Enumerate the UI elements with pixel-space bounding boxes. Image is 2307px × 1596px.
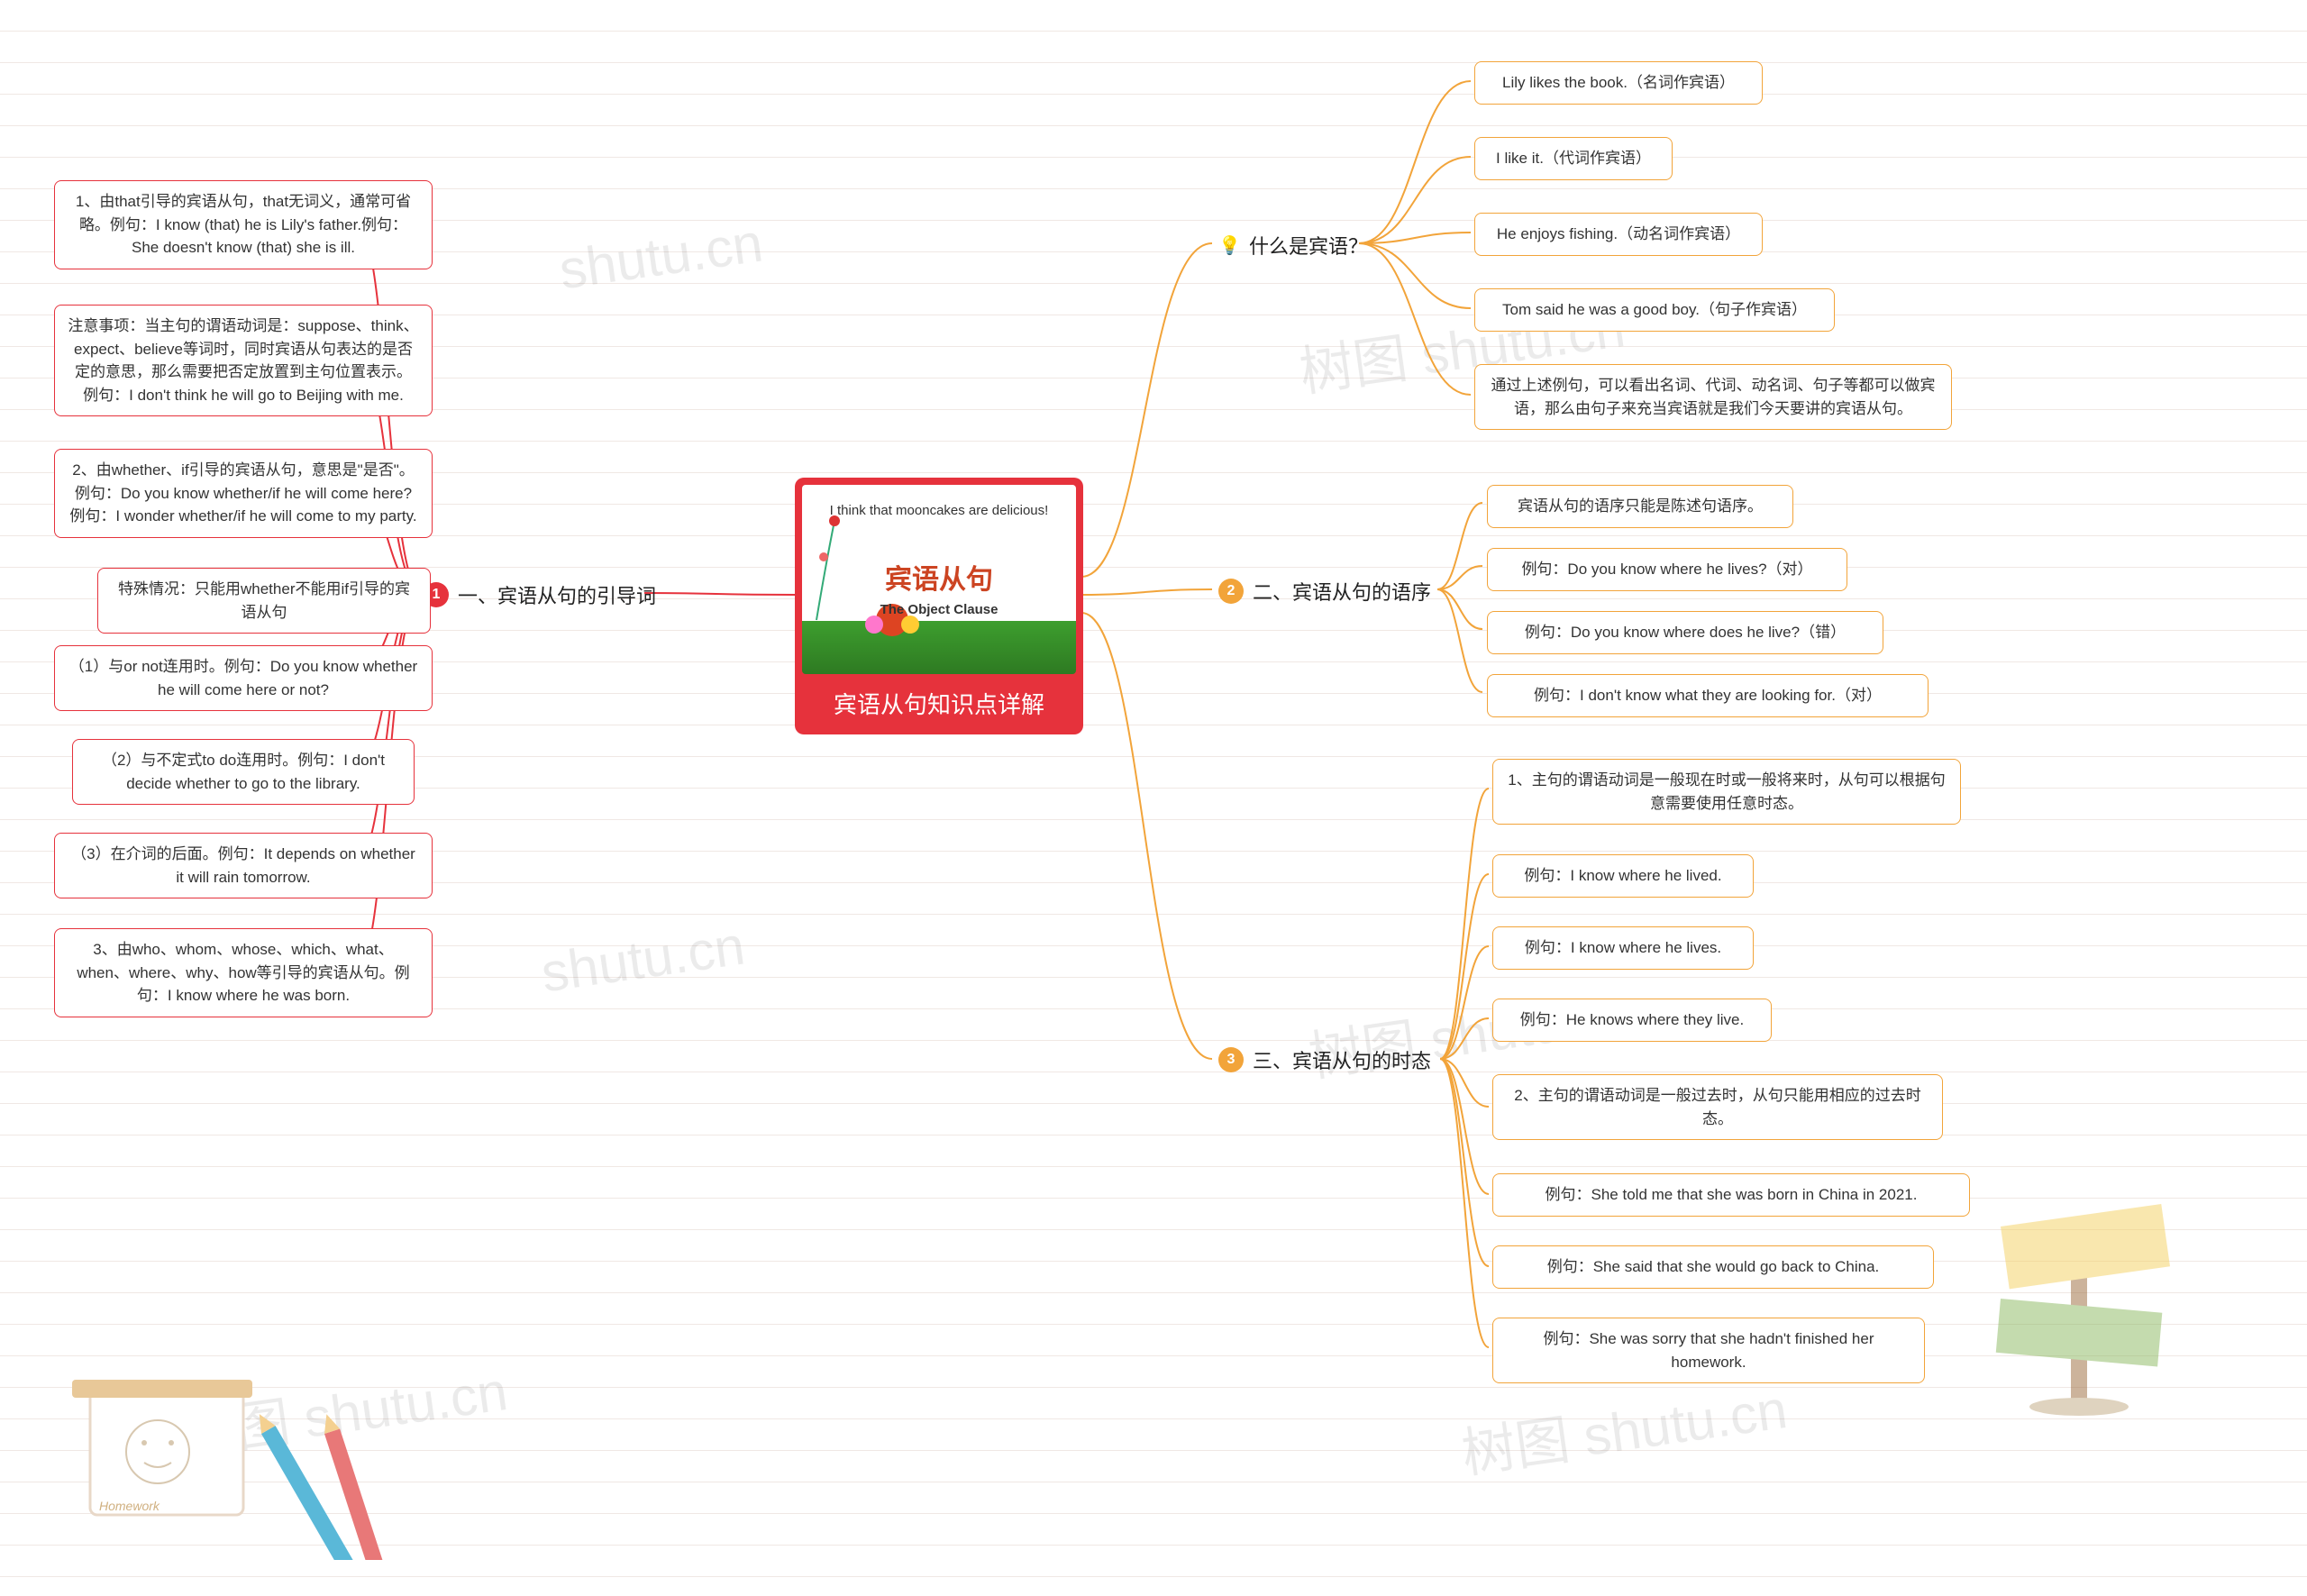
leaf-node[interactable]: 1、主句的谓语动词是一般现在时或一般将来时，从句可以根据句意需要使用任意时态。 — [1492, 759, 1961, 825]
root-title: 宾语从句知识点详解 — [802, 674, 1076, 727]
leaf-node[interactable]: He enjoys fishing.（动名词作宾语） — [1474, 213, 1763, 256]
watermark: 树图 shutu.cn — [1456, 1365, 1792, 1489]
leaf-node[interactable]: 2、主句的谓语动词是一般过去时，从句只能用相应的过去时态。 — [1492, 1074, 1943, 1140]
leaf-node[interactable]: 2、由whether、if引导的宾语从句，意思是"是否"。例句：Do you k… — [54, 449, 433, 538]
root-img-line1: I think that mooncakes are delicious! — [802, 503, 1076, 518]
leaf-node[interactable]: （1）与or not连用时。例句：Do you know whether he … — [54, 645, 433, 711]
leaf-node[interactable]: 通过上述例句，可以看出名词、代词、动名词、句子等都可以做宾语，那么由句子来充当宾… — [1474, 364, 1952, 430]
section-label: 一、宾语从句的引导词 — [458, 580, 656, 609]
leaf-node[interactable]: 特殊情况：只能用whether不能用if引导的宾语从句 — [97, 568, 431, 634]
deco-signpost — [1965, 1181, 2199, 1416]
leaf-node[interactable]: 例句：She said that she would go back to Ch… — [1492, 1245, 1934, 1289]
leaf-node[interactable]: 例句：Do you know where he lives?（对） — [1487, 548, 1847, 591]
section-label: 什么是宾语？ — [1249, 231, 1368, 260]
section-badge-2: 2 — [1218, 579, 1244, 604]
leaf-node[interactable]: （3）在介词的后面。例句：It depends on whether it wi… — [54, 833, 433, 898]
leaf-node[interactable]: I like it.（代词作宾语） — [1474, 137, 1673, 180]
leaf-node[interactable]: 例句：Do you know where does he live?（错） — [1487, 611, 1883, 654]
leaf-node[interactable]: 例句：She told me that she was born in Chin… — [1492, 1173, 1970, 1217]
leaf-node[interactable]: 宾语从句的语序只能是陈述句语序。 — [1487, 485, 1793, 528]
leaf-node[interactable]: 例句：I know where he lived. — [1492, 854, 1754, 898]
leaf-node[interactable]: 例句：I know where he lives. — [1492, 926, 1754, 970]
leaf-node[interactable]: 3、由who、whom、whose、which、what、when、where、… — [54, 928, 433, 1017]
bulb-icon: 💡 — [1218, 234, 1240, 256]
root-image: I think that mooncakes are delicious! 宾语… — [802, 485, 1076, 674]
leaf-node[interactable]: 1、由that引导的宾语从句，that无词义，通常可省略。例句：I know (… — [54, 180, 433, 269]
deco-pencils: Homework — [72, 1380, 433, 1560]
root-img-line3: The Object Clause — [802, 602, 1076, 617]
section-what-is-object[interactable]: 💡 什么是宾语？ — [1218, 231, 1368, 260]
leaf-node[interactable]: 例句：She was sorry that she hadn't finishe… — [1492, 1318, 1925, 1383]
leaf-node[interactable]: Tom said he was a good boy.（句子作宾语） — [1474, 288, 1835, 332]
root-node[interactable]: I think that mooncakes are delicious! 宾语… — [795, 478, 1083, 734]
svg-text:Homework: Homework — [99, 1499, 160, 1513]
leaf-node[interactable]: （2）与不定式to do连用时。例句：I don't decide whethe… — [72, 739, 415, 805]
section-badge-3: 3 — [1218, 1047, 1244, 1072]
watermark: shutu.cn — [537, 915, 748, 1005]
section-connectives[interactable]: 1 一、宾语从句的引导词 — [424, 580, 656, 609]
leaf-node[interactable]: 例句：He knows where they live. — [1492, 999, 1772, 1042]
leaf-node[interactable]: 注意事项：当主句的谓语动词是：suppose、think、expect、beli… — [54, 305, 433, 416]
section-label: 三、宾语从句的时态 — [1253, 1045, 1431, 1074]
root-img-line2: 宾语从句 — [802, 557, 1076, 597]
section-tense[interactable]: 3 三、宾语从句的时态 — [1218, 1045, 1431, 1074]
leaf-node[interactable]: 例句：I don't know what they are looking fo… — [1487, 674, 1929, 717]
section-word-order[interactable]: 2 二、宾语从句的语序 — [1218, 577, 1431, 606]
leaf-node[interactable]: Lily likes the book.（名词作宾语） — [1474, 61, 1763, 105]
watermark: shutu.cn — [555, 212, 766, 302]
section-label: 二、宾语从句的语序 — [1253, 577, 1431, 606]
